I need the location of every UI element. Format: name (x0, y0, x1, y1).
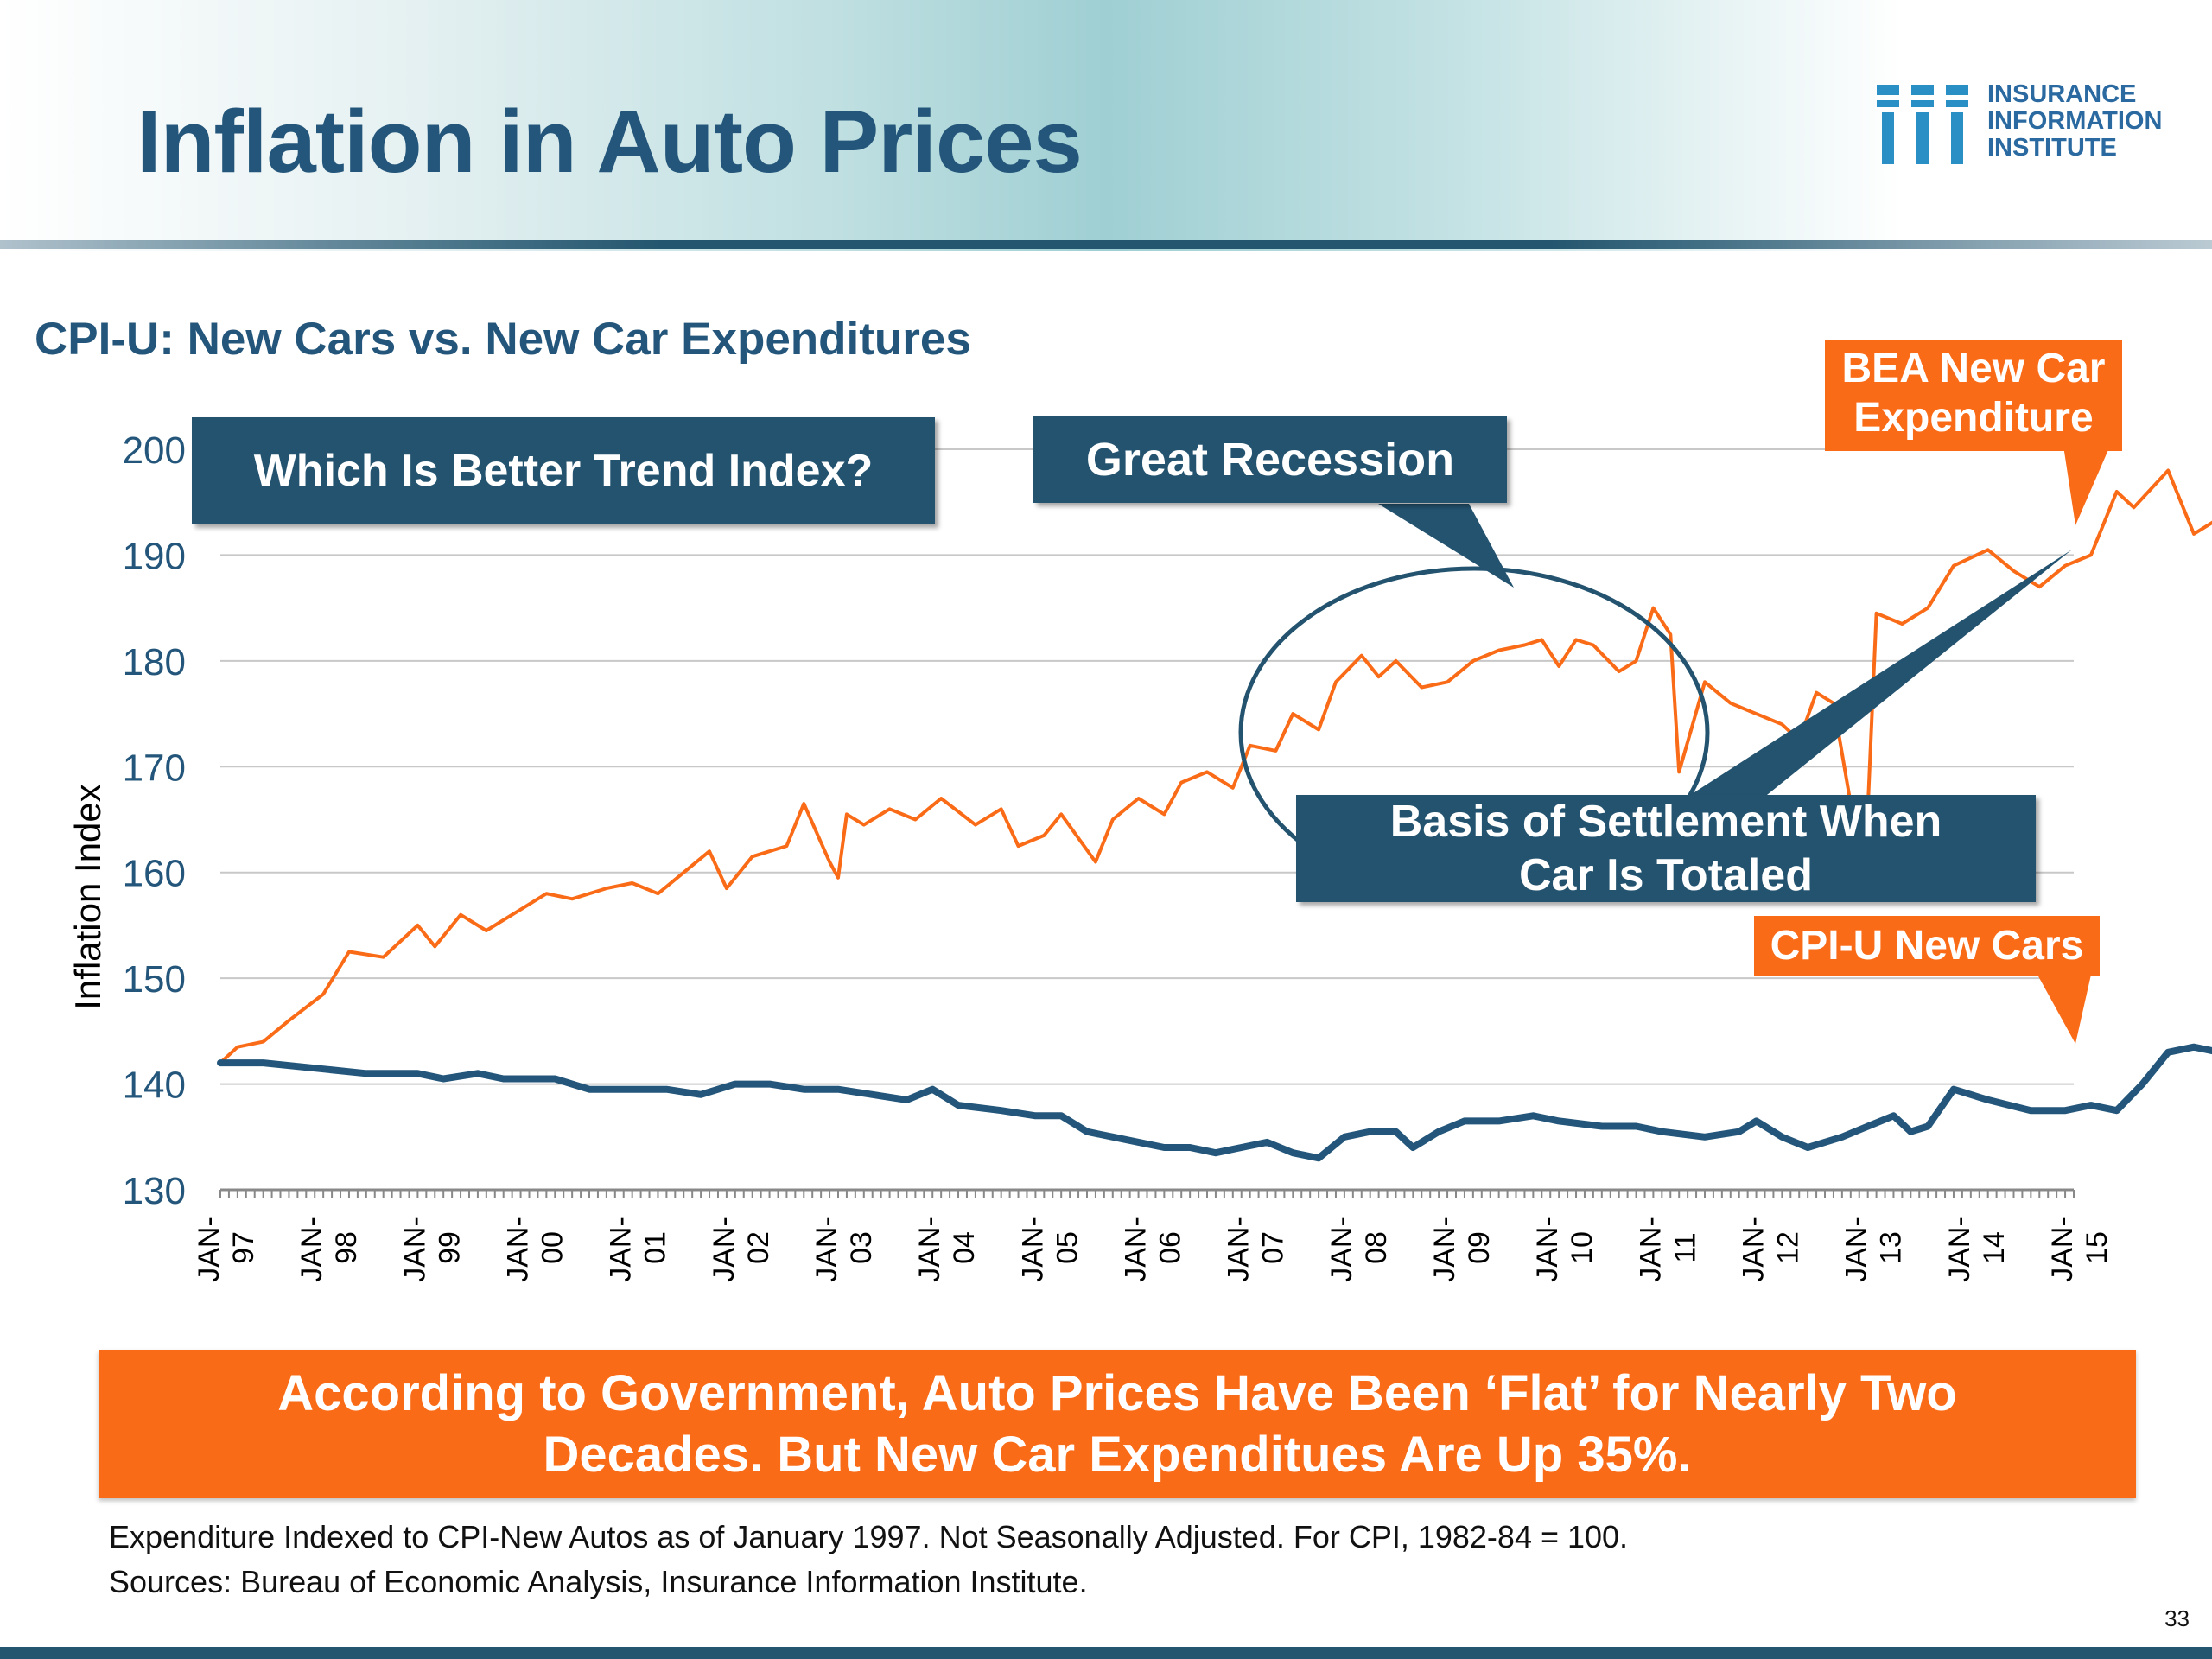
bea-label-line-1: BEA New Car (1841, 346, 2106, 391)
cpi-new-cars-line (217, 1043, 2212, 1162)
x-tick-label-bottom: 10 (1566, 1231, 1599, 1264)
x-tick-label-bottom: 08 (1360, 1231, 1393, 1264)
footnote-methodology: Expenditure Indexed to CPI-New Autos as … (109, 1519, 1629, 1554)
cpi-label-text: CPI-U New Cars (1770, 923, 2084, 969)
x-tick-label-bottom: 11 (1669, 1232, 1701, 1262)
y-tick-label: 170 (123, 747, 186, 789)
bea-label-pointer (2063, 446, 2110, 525)
trend-question-text: Which Is Better Trend Index? (253, 446, 874, 496)
x-tick-label-bottom: 04 (948, 1231, 981, 1264)
footnote-sources: Sources: Bureau of Economic Analysis, In… (109, 1564, 1088, 1599)
y-tick-label: 200 (123, 429, 186, 472)
x-tick-label-bottom: 97 (227, 1231, 260, 1264)
trend-question-callout: Which Is Better Trend Index? (192, 417, 935, 524)
x-tick-label-top: JAN- (502, 1217, 535, 1282)
logo-line: INSTITUTE (1987, 134, 2117, 162)
basis-line-2: Car Is Totaled (1518, 850, 1813, 900)
basis-line-1: Basis of Settlement When (1389, 797, 1942, 847)
x-tick-label-top: JAN- (1016, 1217, 1049, 1282)
x-tick-label-top: JAN- (810, 1217, 843, 1282)
x-tick-label-top: JAN- (1943, 1217, 1976, 1282)
series-lines (217, 468, 2212, 1162)
x-tick-label-bottom: 14 (1978, 1231, 2011, 1264)
bea-expenditure-line (219, 468, 2212, 1065)
x-tick-label-top: JAN- (1223, 1217, 1255, 1282)
x-tick-label-bottom: 06 (1154, 1231, 1187, 1264)
x-tick-label-top: JAN- (296, 1217, 328, 1282)
x-tick-label-bottom: 99 (433, 1231, 466, 1264)
x-tick-label-top: JAN- (913, 1217, 946, 1282)
y-tick-label: 180 (123, 641, 186, 683)
page-title: Inflation in Auto Prices (137, 92, 1083, 191)
x-tick-label-bottom: 00 (537, 1231, 569, 1264)
basis-pointer (1685, 550, 2072, 798)
logo-line: INSURANCE (1987, 80, 2137, 108)
x-tick-label-top: JAN- (1428, 1217, 1461, 1282)
iii-logo-text: INSURANCE INFORMATION INSTITUTE (1987, 81, 2162, 162)
x-tick-label-bottom: 09 (1463, 1231, 1496, 1264)
great-recession-text: Great Recession (1085, 434, 1455, 486)
x-tick-label-bottom: 03 (845, 1231, 878, 1264)
banner-line-2: Decades. But New Car Expenditues Are Up … (543, 1427, 1692, 1483)
header-band (0, 0, 2212, 251)
conclusion-banner: According to Government, Auto Prices Hav… (99, 1350, 2136, 1498)
basis-of-settlement-callout: Basis of Settlement When Car Is Totaled (1296, 795, 2036, 902)
x-tick-label-top: JAN- (1120, 1217, 1153, 1282)
y-tick-label: 130 (123, 1170, 186, 1212)
logo-line: INFORMATION (1987, 107, 2163, 135)
cpi-series-label: CPI-U New Cars (1754, 916, 2100, 976)
x-tick-label-bottom: 13 (1875, 1231, 1908, 1264)
great-recession-callout: Great Recession (1033, 416, 1507, 503)
x-tick-label-bottom: 15 (2081, 1231, 2113, 1264)
x-tick-label-top: JAN- (1738, 1217, 1770, 1282)
x-tick-label-top: JAN- (708, 1217, 741, 1282)
x-tick-label-top: JAN- (398, 1217, 431, 1282)
x-tick-label-top: JAN- (193, 1217, 226, 1282)
bea-series-label: BEA New Car Expenditure (1825, 340, 2122, 451)
banner-line-1: According to Government, Auto Prices Hav… (277, 1365, 1957, 1421)
x-tick-label-bottom: 98 (330, 1231, 363, 1264)
y-axis-label: Inflation Index (67, 784, 108, 1010)
x-tick-label-top: JAN- (605, 1217, 638, 1282)
x-tick-label-top: JAN- (1325, 1217, 1358, 1282)
y-tick-label: 140 (123, 1065, 186, 1107)
y-tick-label: 150 (123, 958, 186, 1001)
header-divider (0, 240, 2212, 249)
iii-logo-mark-icon (1875, 85, 1972, 164)
great-recession-pointer (1378, 504, 1514, 588)
x-tick-label-top: JAN- (1634, 1217, 1667, 1282)
chart-title: CPI-U: New Cars vs. New Car Expenditures (35, 314, 971, 365)
x-tick-label-top: JAN- (1531, 1217, 1564, 1282)
y-tick-label: 160 (123, 853, 186, 895)
x-tick-label-bottom: 01 (639, 1231, 672, 1264)
x-tick-label-bottom: 07 (1257, 1231, 1290, 1264)
x-tick-label-bottom: 05 (1051, 1231, 1084, 1264)
page-number: 33 (2164, 1605, 2190, 1631)
x-tick-label-top: JAN- (2046, 1217, 2079, 1282)
x-tick-label-bottom: 02 (742, 1231, 775, 1264)
cpi-label-pointer (2037, 975, 2091, 1044)
y-tick-label: 190 (123, 535, 186, 577)
x-tick-label-top: JAN- (1840, 1217, 1873, 1282)
bea-label-line-2: Expenditure (1853, 395, 2094, 441)
footer-bar (0, 1647, 2212, 1659)
x-tick-label-bottom: 12 (1772, 1231, 1805, 1264)
